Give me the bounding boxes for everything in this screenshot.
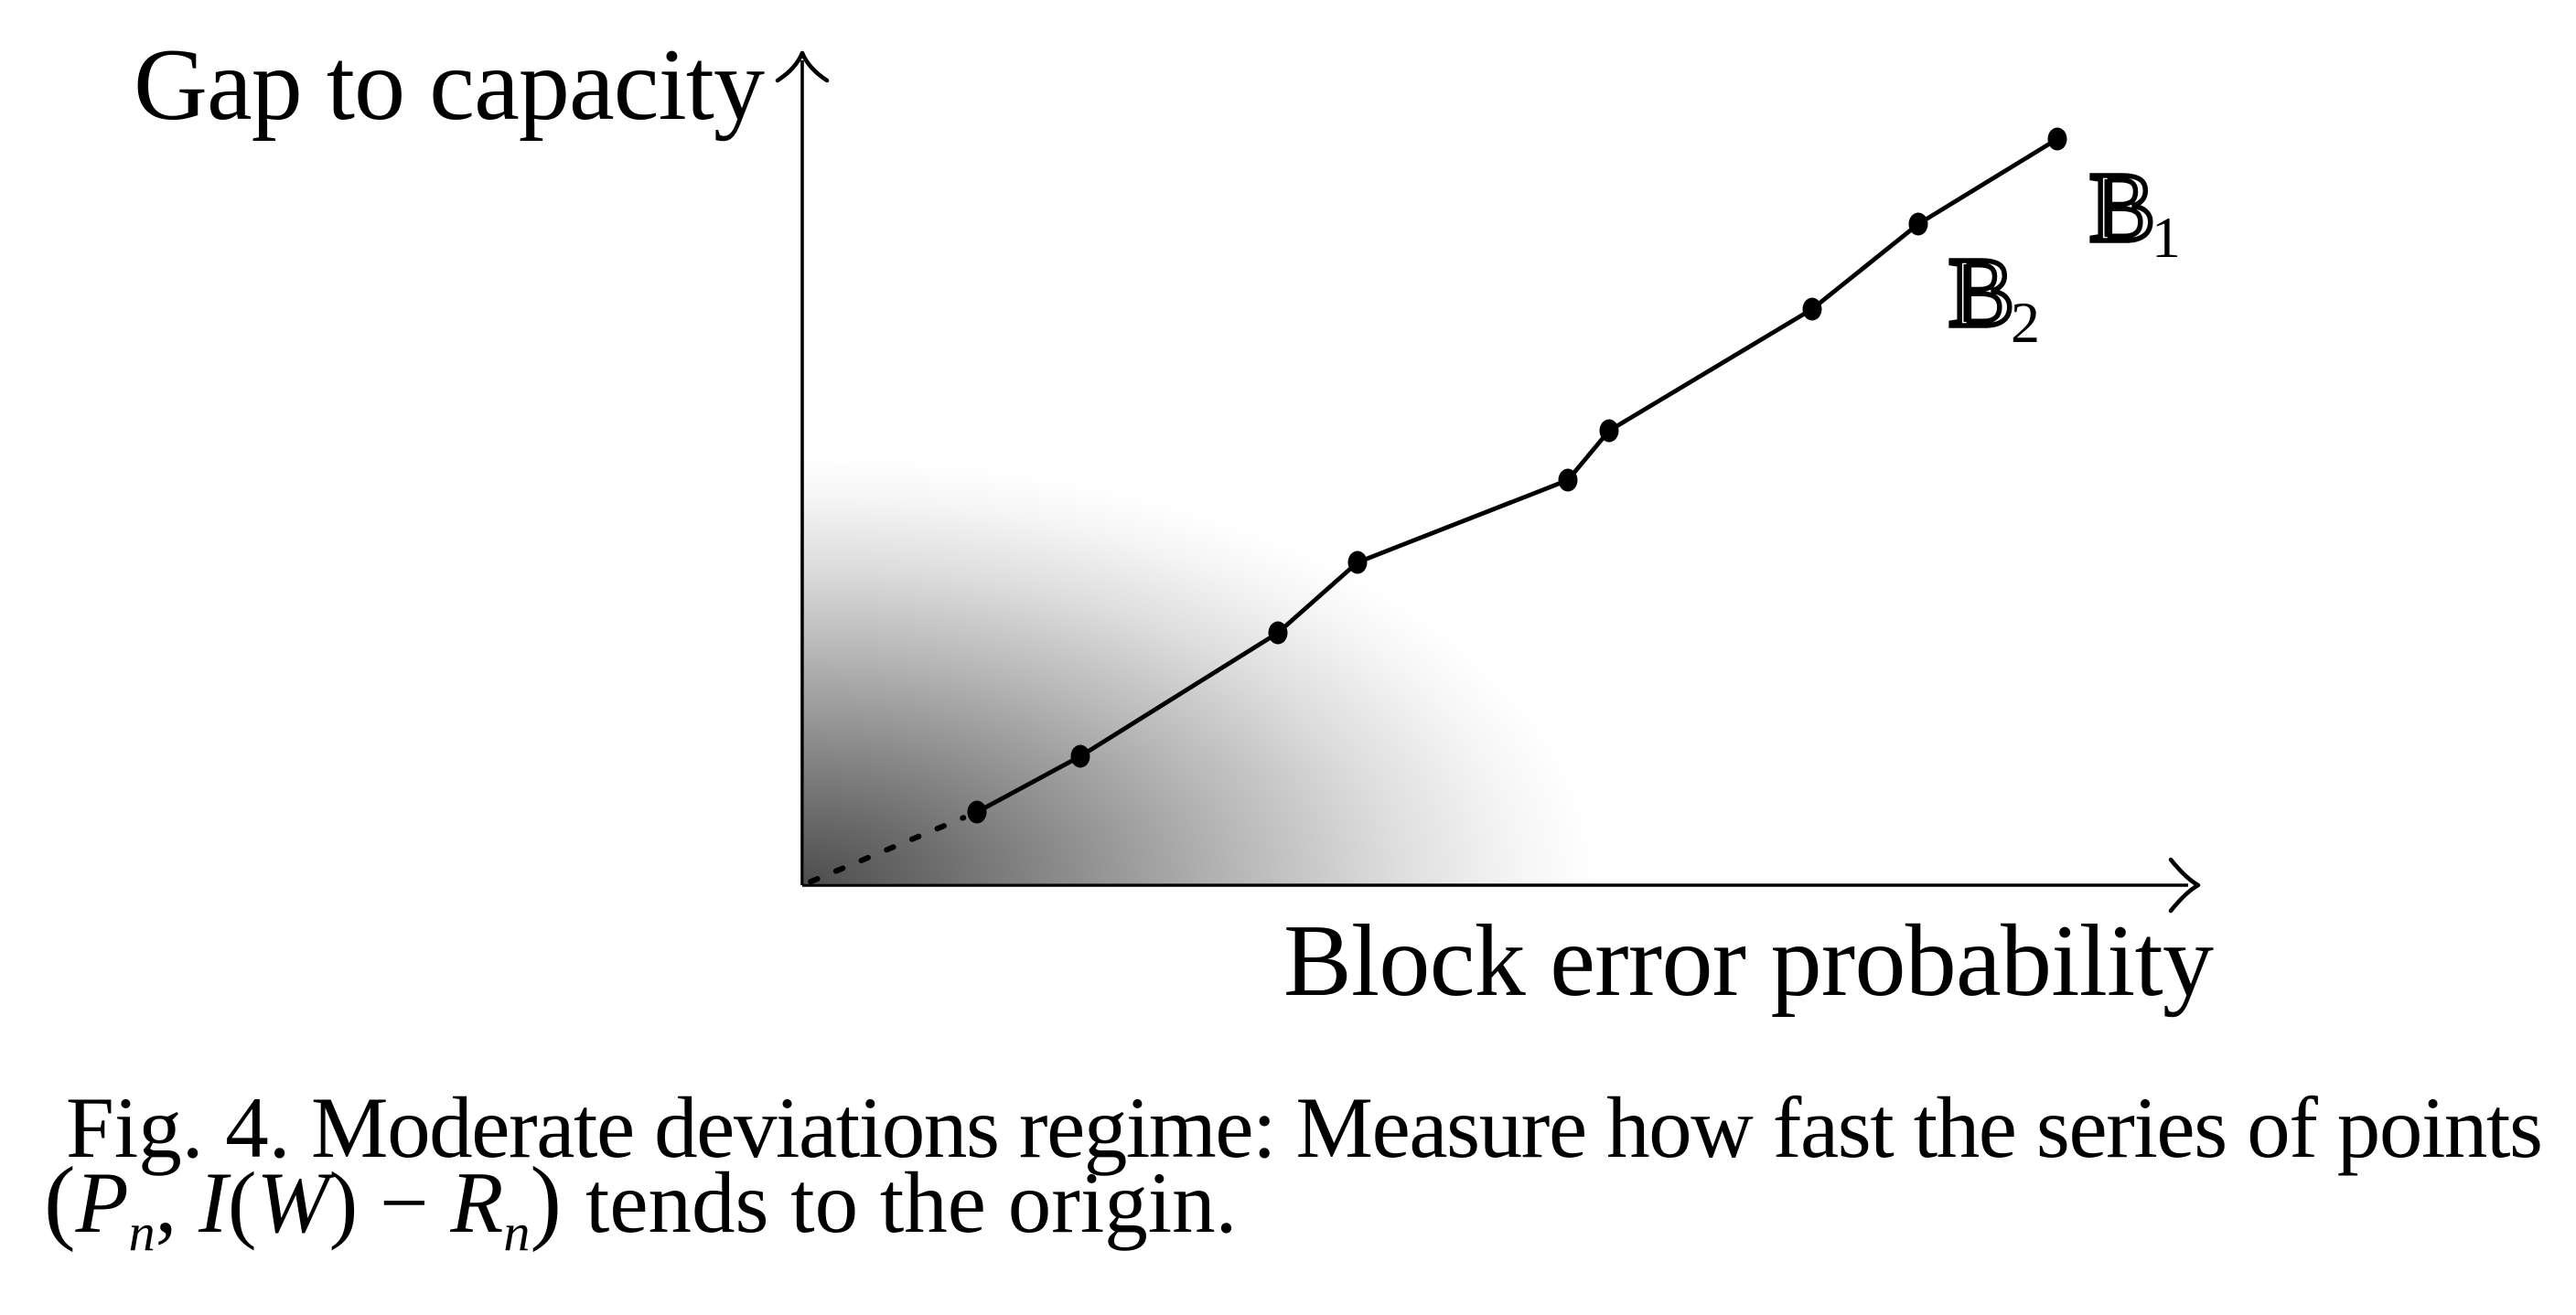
caption-line2-text: tends to the origin. — [585, 1154, 1237, 1251]
data-point — [1070, 744, 1090, 768]
caption-tag: Fig. 4. — [66, 1079, 290, 1176]
caption-paren-inner-open: ( — [228, 1154, 257, 1251]
data-point — [967, 800, 987, 824]
label-b1-letter: B — [2089, 154, 2155, 262]
caption-comma: , — [156, 1154, 199, 1251]
caption-sub-n1: n — [129, 1203, 156, 1262]
caption-minus: − — [358, 1154, 450, 1251]
label-b2: B 2 — [1946, 236, 2040, 355]
label-b1-subscript: 1 — [2152, 205, 2181, 270]
x-axis-label: Block error probability — [1283, 904, 2214, 1018]
caption-paren-inner-close: ) — [329, 1154, 359, 1251]
caption-math-P: P — [75, 1154, 129, 1251]
caption-sub-n2: n — [503, 1203, 530, 1262]
series-layer — [808, 127, 2067, 885]
data-point — [2047, 127, 2067, 151]
data-point — [1908, 212, 1928, 236]
y-axis-label: Gap to capacity — [134, 28, 765, 142]
data-point — [1347, 551, 1368, 574]
caption-math-R: R — [449, 1154, 503, 1251]
label-b2-subscript: 2 — [2011, 290, 2040, 355]
label-b2-letter: B — [1948, 239, 2014, 347]
y-axis-arrow-icon — [775, 50, 830, 83]
caption-paren-open: ( — [44, 1148, 76, 1253]
caption-line1: Fig. 4. Moderate deviations regime: Measu… — [66, 1079, 2543, 1176]
caption-paren-close: ) — [530, 1148, 585, 1253]
data-point — [1599, 419, 1619, 443]
x-axis-arrow-icon — [2168, 857, 2201, 914]
caption-math-W: W — [256, 1154, 336, 1251]
origin-shaded-region — [804, 455, 1598, 883]
origin-gradient-blob — [804, 455, 1598, 883]
data-point — [1558, 468, 1578, 492]
data-point — [1802, 297, 1822, 321]
label-b1: B 1 — [2087, 151, 2181, 270]
caption-line1-text: Moderate deviations regime: Measure how … — [311, 1079, 2543, 1176]
caption-math-I: I — [198, 1154, 231, 1251]
caption-line2: (Pn, I(W) − Rn) tends to the origin. — [44, 1148, 1237, 1262]
dotted-leadin-line — [808, 815, 967, 885]
data-point — [1268, 621, 1288, 645]
